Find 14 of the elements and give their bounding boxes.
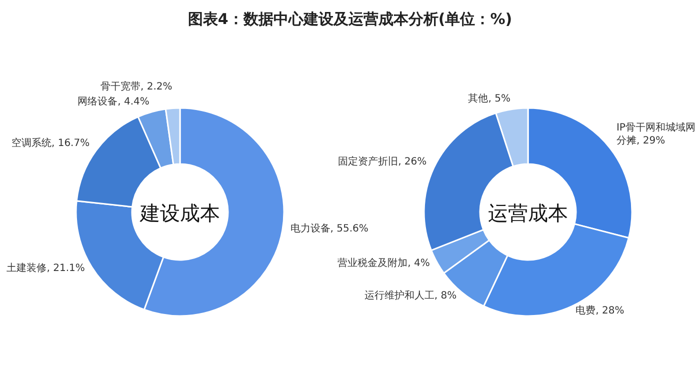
text: 运营成本 xyxy=(488,201,568,225)
slice-label: 网络设备, 4.4% xyxy=(78,95,150,108)
slice-label: 固定资产折旧, 26% xyxy=(338,155,427,168)
slice-label: 电力设备, 55.6% xyxy=(290,222,368,235)
slice-label: 空调系统, 16.7% xyxy=(11,136,90,149)
slice-label: 土建装修, 21.1% xyxy=(6,262,85,274)
slice-label: 运行维护和人工, 8% xyxy=(364,289,457,302)
slice-label: 营业税金及附加, 4% xyxy=(338,256,430,269)
text: 建设成本 xyxy=(139,201,220,225)
slice-label: 骨干宽带, 2.2% xyxy=(100,80,172,92)
slice-label: 电费, 28% xyxy=(576,304,624,316)
slice-label: 其他, 5% xyxy=(468,92,510,104)
slice-label: IP骨干网和城域网分摊, 29% xyxy=(616,121,696,146)
chart-title: 图表4：数据中心建设及运营成本分析(单位：%) xyxy=(188,10,512,28)
